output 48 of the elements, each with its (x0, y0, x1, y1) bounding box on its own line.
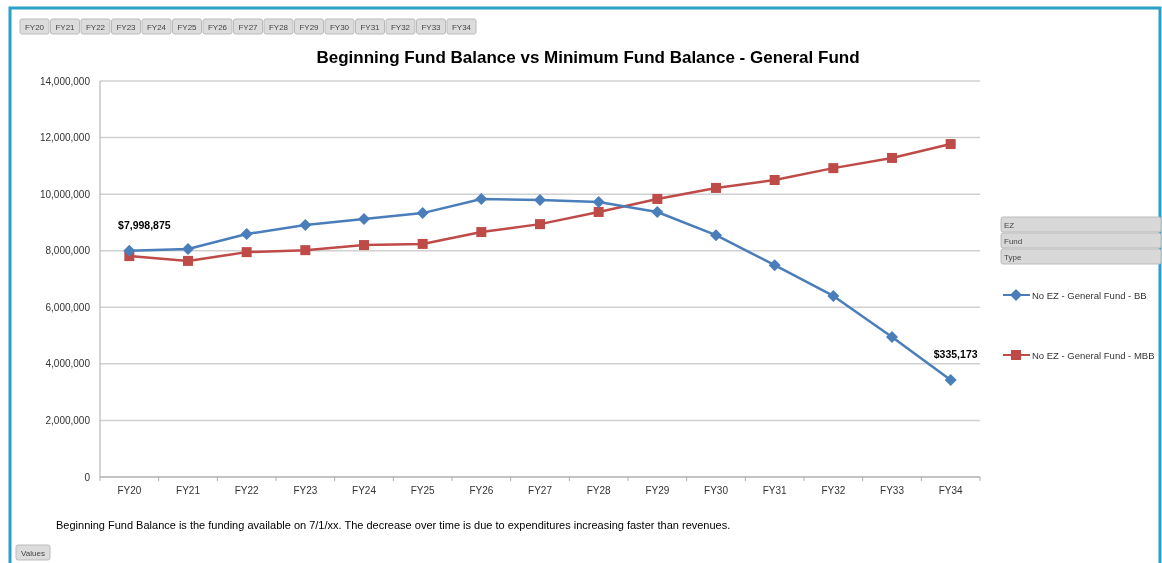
field-button: Type (1000, 248, 1162, 265)
filter-button: FY31 (355, 18, 385, 35)
filter-button: FY23 (111, 18, 141, 35)
filter-button: FY24 (141, 18, 172, 35)
filter-button: FY20 (19, 18, 50, 35)
y-tick-label: 4,000,000 (45, 358, 91, 370)
y-tick-label: 0 (84, 471, 91, 483)
filter-button: FY34 (446, 18, 477, 35)
field-button: EZ (1000, 216, 1162, 233)
filter-button: FY33 (416, 18, 446, 35)
text: Beginning Fund Balance is the funding available on 7/1/xx. The decrease over time is due to expenditures increasing faster than revenues. (56, 519, 731, 531)
legend-label: No EZ - General Fund - MBB (1032, 350, 1155, 361)
x-tick-label: FY23 (293, 485, 318, 496)
y-tick-label: 8,000,000 (45, 245, 91, 257)
legend-label: No EZ - General Fund - BB (1032, 290, 1147, 301)
x-tick-label: FY25 (410, 485, 436, 496)
filter-button: FY27 (233, 18, 263, 35)
x-tick-label: FY30 (704, 485, 729, 496)
chart-title: Beginning Fund Balance vs Minimum Fund Balance - General Fund (316, 48, 860, 67)
annotation: $335,173 (933, 347, 978, 360)
x-tick-label: FY22 (234, 485, 260, 496)
filter-button: FY29 (294, 18, 324, 35)
x-tick-label: FY34 (938, 485, 964, 496)
filter-button: FY32 (385, 18, 416, 35)
y-tick-label: 10,000,000 (39, 188, 91, 200)
x-tick-label: FY31 (762, 485, 788, 496)
filter-button: FY25 (172, 18, 202, 35)
y-tick-label: 14,000,000 (39, 75, 91, 87)
x-tick-label: FY26 (469, 485, 494, 496)
filter-button: FY21 (50, 18, 80, 35)
x-tick-label: FY20 (117, 485, 142, 496)
annotation: $7,998,875 (118, 218, 171, 231)
filter-button: FY28 (263, 18, 294, 35)
field-button: Values (15, 544, 51, 561)
y-tick-label: 12,000,000 (39, 132, 91, 144)
y-tick-label: 6,000,000 (45, 301, 91, 313)
x-tick-label: FY28 (586, 485, 612, 496)
filter-button: FY22 (80, 18, 111, 35)
filter-button: FY30 (324, 18, 355, 35)
x-tick-label: FY32 (821, 485, 846, 496)
y-tick-label: 2,000,000 (45, 414, 91, 426)
x-tick-label: FY27 (528, 485, 553, 496)
filter-button: FY26 (202, 18, 233, 35)
x-tick-label: FY24 (352, 485, 377, 496)
x-tick-label: FY29 (645, 485, 670, 496)
field-button: Fund (1000, 232, 1162, 249)
x-tick-label: FY21 (176, 485, 201, 496)
x-tick-label: FY33 (880, 485, 905, 496)
